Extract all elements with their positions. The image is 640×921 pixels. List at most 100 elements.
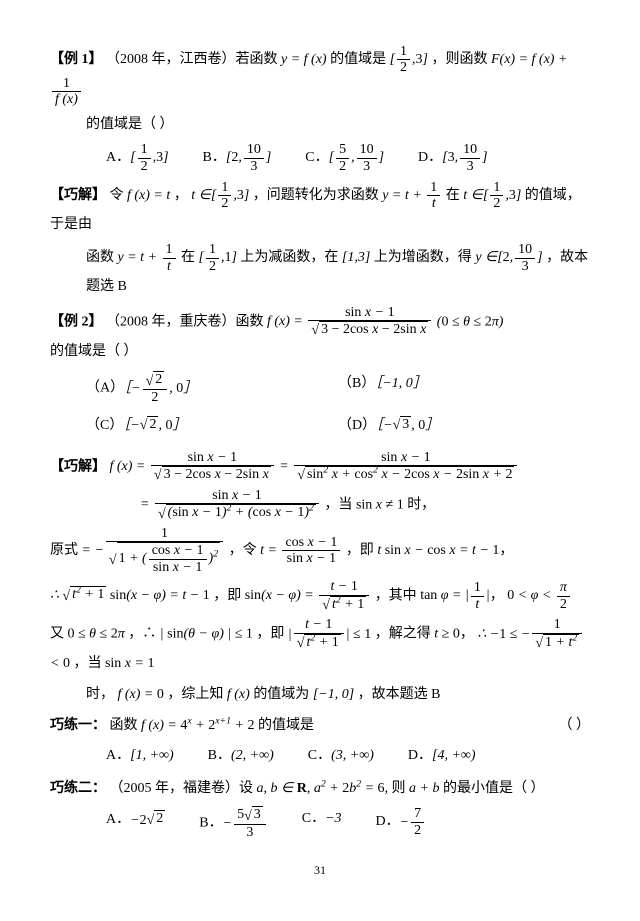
ex2-D-l: （D） (338, 418, 376, 433)
sol2-eq1: f (x) = sin x − 13 − 2cos x − 2sin x = s… (110, 459, 520, 474)
sol2-eq3: = −11 + (cos x − 1sin x − 1)2 (82, 543, 226, 558)
p2Cl: C． (302, 811, 325, 826)
sol2-shi2: 时， (86, 687, 114, 702)
sol1-header: 【巧解】 (50, 188, 106, 203)
p2-D: D．−72 (376, 806, 427, 840)
t2h: y ∈[2,103] (475, 250, 542, 265)
ex1-line: 【例 1】 （2008 年，江西卷）若函数 y = f (x) 的值域是 [12… (50, 44, 590, 108)
sol1-l2: 函数 y = t + 1t 在 [12,1] 上为减函数，在 [1,3] 上为增… (50, 242, 590, 300)
p1-choices: A．[1, +∞) B．(2, +∞) C．(3, +∞) D．[4, +∞) (50, 743, 590, 770)
p2-B: B．−533 (199, 806, 267, 840)
p2-line: 巧练二： （2005 年，福建卷）设 a, b ∈ R, a2 + 2b2 = … (50, 776, 590, 803)
ex1-mid: 的值域是 (330, 52, 386, 67)
sol2-also: 又 (50, 627, 64, 642)
t2b: y = t + 1t (118, 250, 178, 265)
ex2-A: （A）［−22, 0］ (86, 371, 338, 405)
sol2-ans: ，故本题选 B (358, 687, 441, 702)
ex1-fn: y = f (x) (281, 52, 327, 67)
sol2-phi: 0 < φ < π2 (507, 588, 572, 603)
p2Dl: D． (376, 815, 400, 830)
p1-q2: 的值域是 (258, 718, 314, 733)
p1Dv: [4, +∞) (432, 748, 476, 763)
t1h: t ∈[12,3] (463, 188, 521, 203)
p1Bv: (2, +∞) (231, 748, 274, 763)
p1Bl: B． (208, 748, 231, 763)
p1-fn: f (x) = 4x + 2x+1 + 2 (141, 718, 255, 733)
p2Cv: −3 (325, 811, 341, 826)
p2Al: A． (106, 813, 130, 828)
sol2-l1: 【巧解】 f (x) = sin x − 13 − 2cos x − 2sin … (50, 450, 590, 484)
t2f: [1,3] (342, 250, 370, 265)
sol2-eq9: |t − 1t2 + 1| ≤ 1 (288, 627, 371, 642)
sol2-tge0: t ≥ 0 (434, 627, 460, 642)
t1c: ， (174, 188, 188, 203)
p1Cv: (3, +∞) (331, 748, 374, 763)
sol2-f0: f (x) = 0 (118, 687, 164, 702)
p1-D: D．[4, +∞) (408, 743, 476, 770)
sol2-zong: ，综上知 (167, 687, 223, 702)
ex2-tail: 的值域是（ ） (50, 344, 138, 359)
ex2-fn: f (x) = sin x − 13 − 2cos x − 2sin x (267, 314, 433, 329)
sol2-eq4: t = cos x − 1sin x − 1 (260, 543, 342, 558)
sol2-ris: 的值域为 (253, 687, 309, 702)
p1-q1: 函数 (110, 718, 138, 733)
t2d: [12,1] (199, 250, 237, 265)
ex1-C: C．[52,103] (305, 142, 384, 174)
ex1-C-label: C． (305, 150, 328, 165)
p2-q: 的最小值是（ ） (443, 781, 545, 796)
page-number: 31 (50, 859, 590, 882)
p1-A: A．[1, +∞) (106, 743, 174, 770)
p1-C: C．(3, +∞) (308, 743, 374, 770)
sol2-theta: 0 ≤ θ ≤ 2π (68, 627, 125, 642)
t2e: 上为减函数，在 (240, 250, 338, 265)
sol2-time: 时， (407, 497, 435, 512)
t1f: y = t + 1t (382, 188, 442, 203)
ex1-D: D．[3,103] (418, 142, 488, 174)
sol2-dang: ，当 (73, 656, 101, 671)
sol2-l6: 时， f (x) = 0 ，综上知 f (x) 的值域为 [−1, 0] ，故本… (50, 682, 590, 709)
t2g: 上为增函数，得 (374, 250, 472, 265)
sol2-then: ，即 (346, 543, 374, 558)
ex1-source: （2008 年，江西卷）若函数 (106, 52, 278, 67)
t1a: 令 (110, 188, 124, 203)
sol2-rval: [−1, 0] (313, 687, 354, 702)
sol2-l4: ∴ t2 + 1 sin(x − φ) = t − 1 ，即 sin(x − φ… (50, 579, 590, 613)
t1e: ，问题转化为求函数 (253, 188, 379, 203)
p2-choices: A．−22 B．−533 C．−3 D．−72 (50, 806, 590, 840)
p1Av: [1, +∞) (130, 748, 174, 763)
ex1-interval: [12,3] (390, 52, 428, 67)
ex1-D-label: D． (418, 150, 442, 165)
t2c: 在 (181, 250, 195, 265)
t1d: t ∈[12,3] (191, 188, 249, 203)
sol2-where: ，其中 (375, 588, 417, 603)
sol2-eq7: sin(x − φ) = t − 1t2 + 1 (245, 588, 371, 603)
sol2-sinle: | sin(θ − φ) | ≤ 1 (160, 627, 253, 642)
ex2-C-l: （C） (86, 418, 123, 433)
ex2-D: （D）［−3, 0］ (338, 412, 590, 440)
ex1-A-label: A． (106, 150, 130, 165)
sol2-eq6: ∴ t2 + 1 sin(x − φ) = t − 1 (50, 588, 210, 603)
t2a: 函数 (86, 250, 114, 265)
ex2-header: 【例 2】 (50, 314, 103, 329)
sol2-eq5: t sin x − cos x = t − 1 (377, 543, 499, 558)
p1-blank: （ ） (559, 713, 591, 740)
p1-B: B．(2, +∞) (208, 743, 274, 770)
t1g: 在 (446, 188, 460, 203)
sol2-so: ，∴ (128, 627, 156, 642)
sol2-sinx1: sin x = 1 (105, 656, 155, 671)
ex2-B: （B）［−1, 0］ (338, 371, 590, 405)
sol2-l5: 又 0 ≤ θ ≤ 2π ，∴ | sin(θ − φ) | ≤ 1 ，即 |t… (50, 617, 590, 678)
ex1-B: B．[2,103] (203, 142, 272, 174)
sol1-l1: 【巧解】 令 f (x) = t ， t ∈[12,3] ，问题转化为求函数 y… (50, 180, 590, 238)
sol2-l3: 原式 = −11 + (cos x − 1sin x − 1)2 ，令 t = … (50, 526, 590, 575)
p1Dl: D． (408, 748, 432, 763)
ex2-cond: (0 ≤ θ ≤ 2π) (437, 314, 504, 329)
sol2-l2: = sin x − 1(sin x − 1)2 + (cos x − 1)2 ，… (50, 488, 590, 522)
ex2-B-l: （B） (338, 376, 375, 391)
ex1-then: ，则函数 (432, 52, 488, 67)
p2-C: C．−3 (302, 806, 342, 840)
ex1-tail: 的值域是（ ） (50, 112, 590, 139)
p1-line: 巧练一： 函数 f (x) = 4x + 2x+1 + 2 的值域是 （ ） (50, 713, 590, 740)
ex2-A-l: （A） (86, 381, 124, 396)
ex1-tail-text: 的值域是（ ） (86, 117, 174, 132)
